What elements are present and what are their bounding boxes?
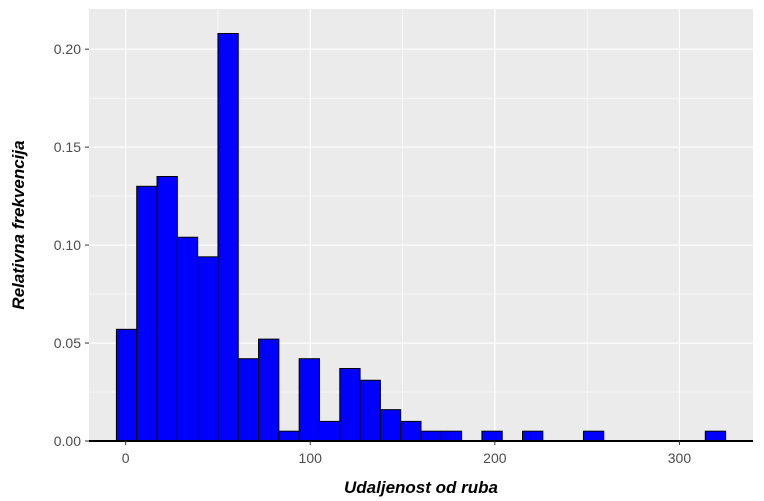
histogram-bar: [359, 379, 381, 442]
major-gridlines: [89, 9, 753, 442]
histogram-bar: [582, 430, 605, 442]
y-axis-title: Relativna frekvencija: [9, 140, 28, 309]
x-tick-label: 300: [668, 450, 692, 466]
histogram-bar: [298, 358, 320, 442]
histogram-bar: [278, 430, 300, 442]
histogram-bar: [197, 256, 219, 442]
histogram-bar: [339, 368, 361, 442]
y-tick-label: 0.10: [54, 237, 81, 253]
histogram-bar: [217, 32, 239, 442]
y-tick-label: 0.20: [54, 41, 81, 57]
x-tick-label: 200: [483, 450, 507, 466]
histogram-bar: [318, 420, 341, 442]
x-axis-ticks: 0 100 200 300: [122, 441, 692, 466]
y-tick-label: 0.05: [54, 335, 81, 351]
histogram-bar: [176, 236, 199, 442]
histogram-bar: [258, 338, 280, 442]
histogram-bar: [704, 430, 727, 442]
x-axis-title: Udaljenost od ruba: [344, 478, 498, 497]
histogram-bar: [420, 430, 442, 442]
histogram-bar: [522, 430, 544, 442]
x-tick-label: 0: [122, 450, 130, 466]
y-tick-label: 0.00: [54, 433, 81, 449]
histogram-bar: [400, 420, 422, 442]
x-tick-label: 100: [299, 450, 323, 466]
histogram-bar: [156, 176, 178, 442]
histogram-bar: [237, 358, 260, 442]
y-tick-label: 0.15: [54, 139, 81, 155]
histogram-bar: [379, 409, 402, 442]
y-axis-ticks: 0.00 0.05 0.10 0.15 0.20: [54, 41, 89, 449]
histogram-bar: [136, 185, 158, 442]
histogram-bar: [115, 328, 138, 442]
histogram-bar: [481, 430, 503, 442]
bars: [115, 32, 727, 442]
histogram-bar: [440, 430, 463, 442]
